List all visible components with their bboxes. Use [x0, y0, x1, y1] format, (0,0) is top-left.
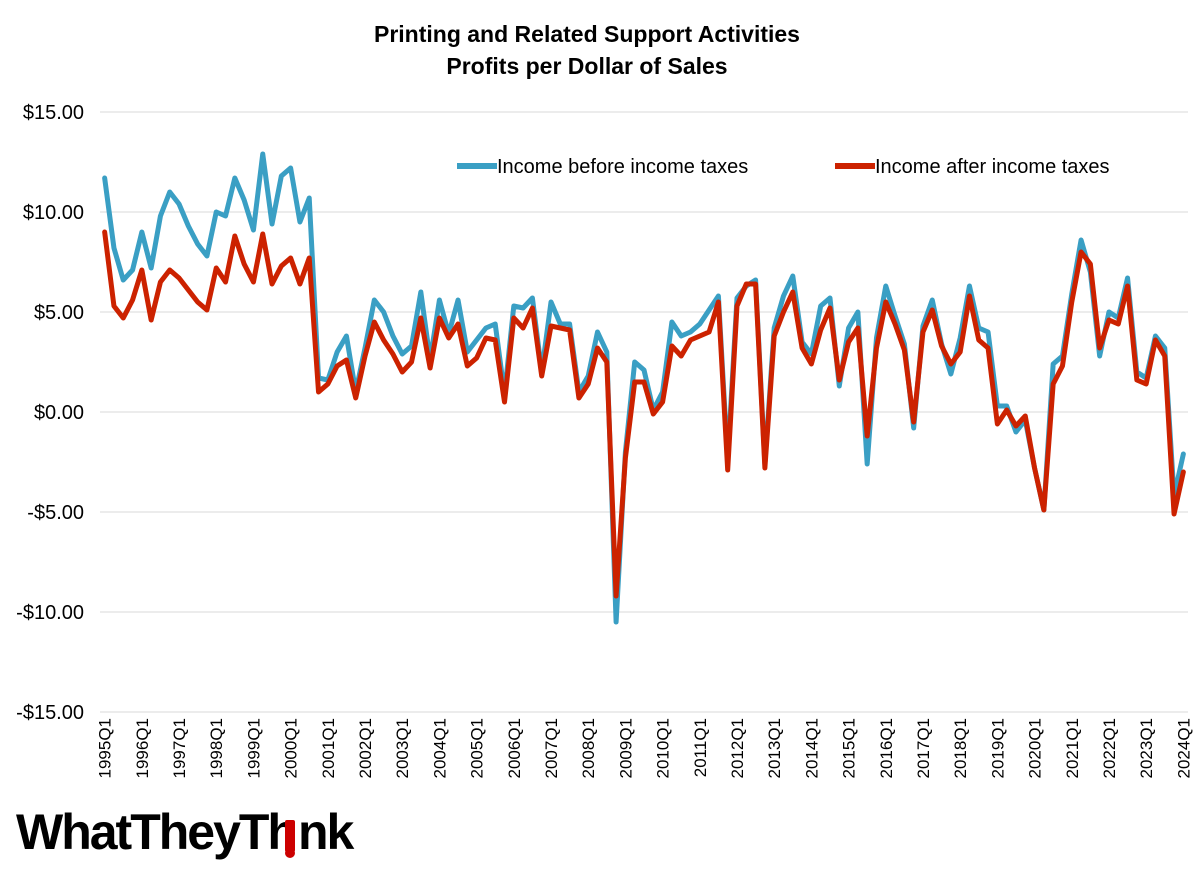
x-tick-label: 1997Q1: [170, 718, 189, 779]
gridlines: [100, 111, 1188, 713]
y-tick-label: $10.00: [23, 202, 84, 224]
logo-text-left: WhatTheyTh: [16, 804, 296, 860]
x-tick-label: 2022Q1: [1100, 718, 1119, 779]
x-tick-label: 2010Q1: [654, 718, 673, 779]
y-tick-label: -$10.00: [16, 602, 84, 624]
x-tick-label: 2006Q1: [505, 718, 524, 779]
x-tick-label: 2024Q1: [1174, 718, 1193, 779]
x-tick-label: 2012Q1: [728, 718, 747, 779]
x-tick-label: 1999Q1: [244, 718, 263, 779]
x-tick-label: 2013Q1: [765, 718, 784, 779]
x-tick-label: 2020Q1: [1026, 718, 1045, 779]
x-tick-label: 2015Q1: [840, 718, 859, 779]
y-tick-label: -$5.00: [27, 502, 84, 524]
logo-text-right: nk: [298, 804, 355, 860]
x-tick-label: 2021Q1: [1063, 718, 1082, 779]
x-tick-label: 2001Q1: [319, 718, 338, 779]
series-layer: [102, 151, 1186, 625]
logo-exclamation-dot: [285, 848, 295, 858]
x-tick-label: 2011Q1: [691, 718, 710, 777]
x-tick-label: 2003Q1: [393, 718, 412, 779]
logo-exclamation-bar: [285, 820, 295, 852]
series-line-before-tax: [102, 151, 1186, 625]
y-tick-label: $15.00: [23, 102, 84, 124]
y-tick-label: $5.00: [34, 302, 84, 324]
x-tick-label: 2016Q1: [877, 718, 896, 779]
x-tick-label: 2002Q1: [356, 718, 375, 779]
x-tick-label: 2017Q1: [914, 718, 933, 779]
x-tick-label: 2019Q1: [988, 718, 1007, 779]
x-tick-label: 2004Q1: [430, 718, 449, 779]
x-tick-label: 2005Q1: [468, 718, 487, 779]
legend: Income before income taxes Income after …: [457, 156, 1110, 178]
legend-label-after-tax: Income after income taxes: [875, 156, 1110, 178]
legend-label-before-tax: Income before income taxes: [497, 156, 748, 178]
y-axis: $15.00 $10.00 $5.00 $0.00 -$5.00 -$10.00 -$15.…: [16, 102, 84, 724]
x-axis: 1995Q1 1996Q1 1997Q1 1998Q1 1999Q1 2000Q1 2001…: [96, 718, 1194, 779]
x-tick-label: 2007Q1: [542, 718, 561, 779]
chart-title: Printing and Related Support Activities: [374, 21, 800, 47]
whattheythink-logo: WhatTheyTh nk: [16, 804, 357, 860]
x-tick-label: 2008Q1: [579, 718, 598, 779]
x-tick-label: 2009Q1: [616, 718, 635, 779]
x-tick-label: 1996Q1: [133, 718, 152, 779]
x-tick-label: 2018Q1: [951, 718, 970, 779]
x-tick-label: 1998Q1: [207, 718, 226, 779]
y-tick-label: $0.00: [34, 402, 84, 424]
x-tick-label: 2014Q1: [802, 718, 821, 779]
chart-subtitle: Profits per Dollar of Sales: [446, 53, 727, 79]
x-tick-label: 1995Q1: [96, 718, 115, 779]
y-tick-label: -$15.00: [16, 702, 84, 724]
x-tick-label: 2023Q1: [1137, 718, 1156, 779]
x-tick-label: 2000Q1: [282, 718, 301, 779]
series-line-after-tax: [102, 229, 1186, 599]
